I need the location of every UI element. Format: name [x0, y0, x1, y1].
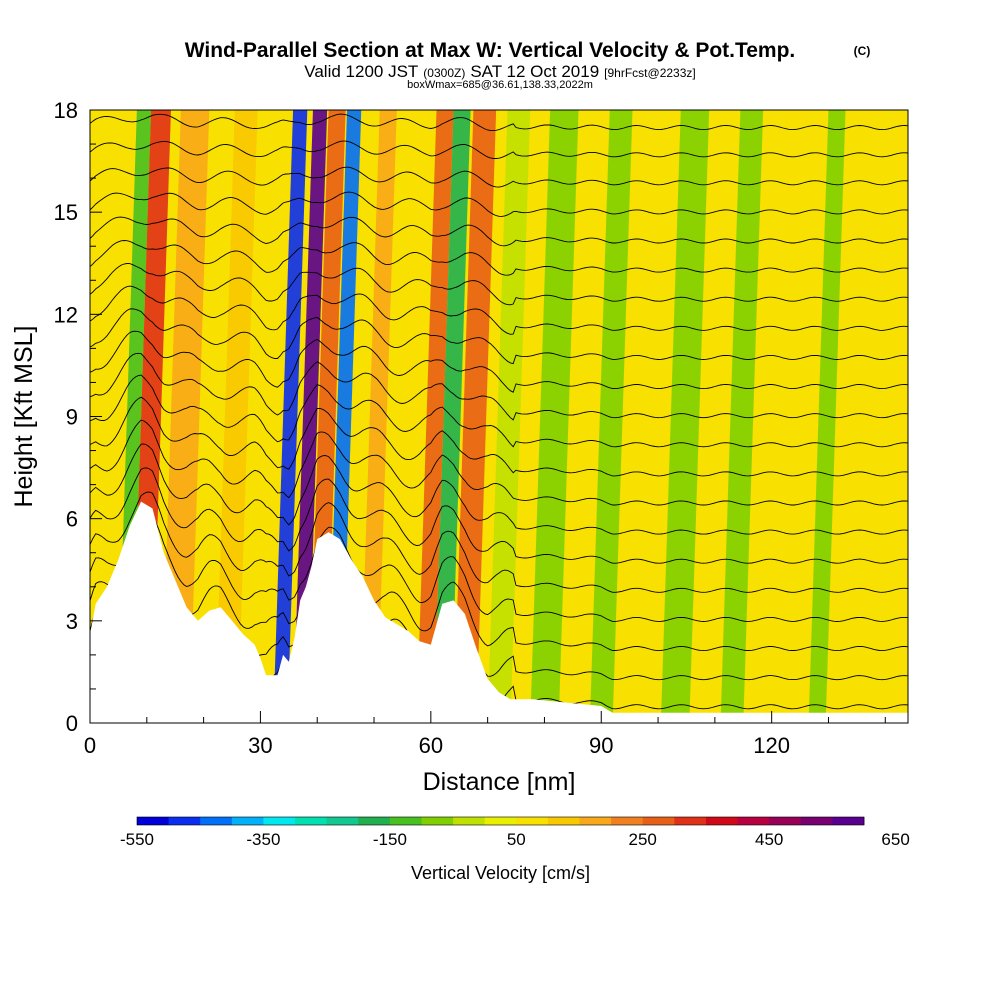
colorbar-tick-label: -550 — [120, 830, 154, 849]
y-tick-label: 9 — [66, 405, 78, 430]
x-tick-label: 90 — [589, 733, 613, 758]
colorbar-segment — [832, 817, 865, 825]
colorbar-segment — [295, 817, 328, 825]
y-tick-label: 18 — [54, 98, 78, 123]
y-axis-label: Height [Kft MSL] — [10, 325, 38, 507]
axes: 0 30 60 90 120 0 3 6 9 12 15 18 — [54, 98, 886, 758]
colorbar-tick-label: 50 — [507, 830, 526, 849]
theta-contour-line — [90, 191, 908, 217]
x-tick-label: 30 — [248, 733, 272, 758]
theta-contour-line — [90, 396, 908, 477]
velocity-band — [161, 110, 210, 723]
colorbar-segment — [579, 817, 612, 825]
colorbar-tick-label: 450 — [755, 830, 783, 849]
x-tick-label: 120 — [753, 733, 790, 758]
theta-contour-line — [90, 263, 908, 306]
theta-contour-line — [90, 491, 908, 593]
theta-contour-line — [90, 285, 908, 335]
colorbar-segment — [800, 817, 833, 825]
theta-contour-line — [90, 540, 908, 652]
colorbar-segment — [737, 817, 770, 825]
colorbar-tick-label: -350 — [246, 830, 280, 849]
colorbar-segment — [611, 817, 644, 825]
colorbar-segment — [231, 817, 264, 825]
chart-title-mark: (C) — [854, 44, 871, 58]
colorbar-segment — [453, 817, 486, 825]
colorbar-segment — [263, 817, 296, 825]
colorbar-segment — [516, 817, 549, 825]
colorbar: -550 -350 -150 50 250 450 650 — [120, 816, 910, 849]
plot-area — [90, 110, 908, 723]
theta-contour-line — [90, 113, 908, 132]
colorbar-segment — [326, 817, 359, 825]
theta-contour-line — [90, 240, 908, 276]
colorbar-segment — [547, 817, 580, 825]
theta-contour-line — [90, 166, 908, 188]
theta-contour-line — [90, 419, 908, 506]
colorbar-segment — [484, 817, 517, 825]
y-tick-label: 3 — [66, 609, 78, 634]
chart-subtitle: Valid 1200 JST (0300Z) SAT 12 Oct 2019 [9hr… — [304, 62, 695, 81]
x-tick-label: 0 — [84, 733, 96, 758]
velocity-band — [293, 110, 328, 723]
theta-contour-line — [90, 308, 908, 365]
velocity-band — [273, 110, 308, 723]
colorbar-segment — [389, 817, 422, 825]
velocity-band — [391, 110, 434, 723]
theta-contour-line — [90, 443, 908, 535]
velocity-band — [416, 110, 454, 723]
y-tick-label: 15 — [54, 200, 78, 225]
chart-subtitle-box: boxWmax=685@36.61,138.33,2022m — [407, 79, 593, 91]
colorbar-tick-label: -150 — [373, 830, 407, 849]
velocity-band — [808, 110, 846, 723]
y-tick-label: 0 — [66, 711, 78, 736]
colorbar-label: Vertical Velocity [cm/s] — [411, 863, 590, 883]
theta-contour-line — [90, 515, 908, 622]
velocity-band — [530, 110, 579, 723]
colorbar-segment — [137, 817, 170, 825]
velocity-band — [214, 110, 258, 723]
colorbar-segment — [642, 817, 675, 825]
theta-contour-line — [90, 467, 908, 564]
colorbar-segment — [421, 817, 454, 825]
colorbar-segment — [674, 817, 707, 825]
colorbar-tick-label: 250 — [629, 830, 657, 849]
x-axis-label: Distance [nm] — [423, 768, 576, 796]
velocity-band — [359, 110, 397, 723]
y-tick-label: 12 — [54, 302, 78, 327]
theta-contour-line — [90, 352, 908, 421]
velocity-band — [660, 110, 710, 723]
colorbar-segment — [705, 817, 738, 825]
colorbar-segment — [769, 817, 802, 825]
x-tick-label: 60 — [419, 733, 443, 758]
chart-title: Wind-Parallel Section at Max W: Vertical… — [185, 39, 796, 62]
y-tick-label: 6 — [66, 507, 78, 532]
theta-contour-line — [90, 374, 908, 448]
colorbar-segment — [358, 817, 391, 825]
colorbar-tick-label: 650 — [881, 830, 909, 849]
terrain-mask — [90, 501, 908, 723]
theta-contour-line — [90, 330, 908, 393]
velocity-band — [589, 110, 633, 723]
theta-contour-line — [90, 140, 908, 159]
colorbar-frame — [136, 816, 865, 826]
colorbar-segment — [168, 817, 201, 825]
colorbar-segment — [200, 817, 233, 825]
velocity-band — [453, 110, 497, 723]
theta-contour-line — [90, 216, 908, 247]
